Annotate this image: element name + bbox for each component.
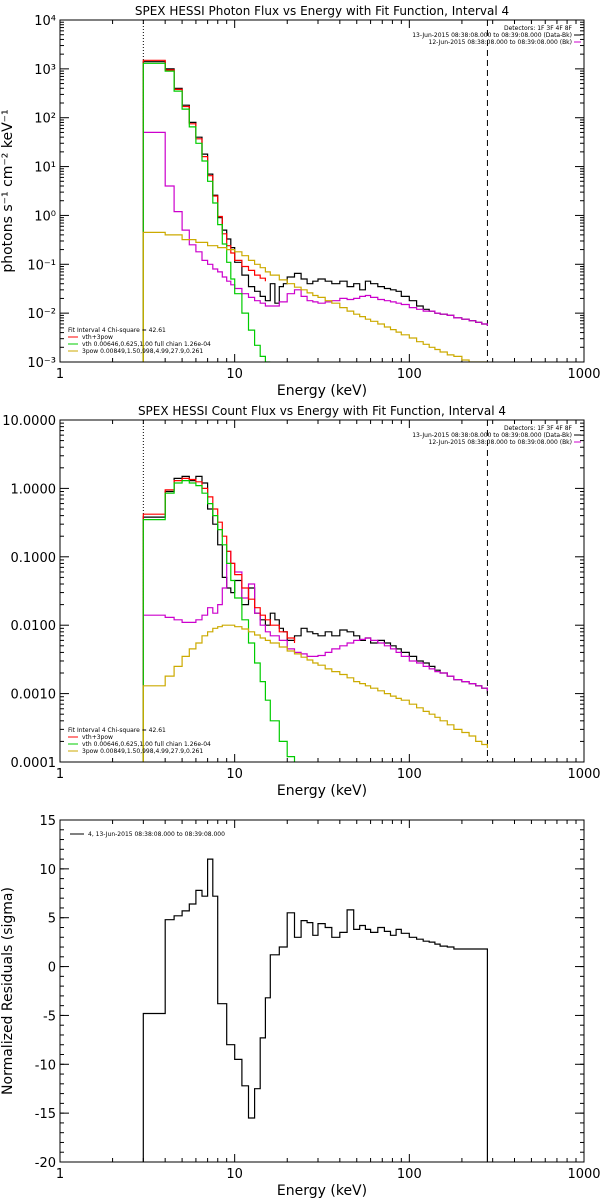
info-line: Detectors: 1F 3F 4F 8F [504, 425, 573, 432]
y-axis-label: photons s⁻¹ cm⁻² keV⁻¹ [0, 109, 16, 272]
chart-title: SPEX HESSI Count Flux vs Energy with Fit… [138, 404, 506, 418]
series-line [142, 231, 488, 362]
x-axis-label: Energy (keV) [277, 383, 367, 399]
legend-entry: 3pow 0.00849,1.50,998,4.99,27.9,0.261 [82, 748, 203, 755]
series-line [142, 475, 488, 762]
legend-entry: 4, 13-Jun-2015 08:38:08.000 to 08:39:08.… [88, 831, 225, 838]
y-tick-label: 10¹ [34, 161, 56, 176]
chart-panel-1: SPEX HESSI Photon Flux vs Energy with Fi… [0, 4, 600, 399]
y-tick-label: 10³ [34, 63, 56, 78]
y-tick-label: 10 [39, 863, 56, 878]
series-line [142, 624, 488, 762]
x-axis-label: Energy (keV) [277, 1183, 367, 1199]
info-line: 12-Jun-2015 08:38:08.000 to 08:39:08.000… [429, 39, 572, 46]
series-line [142, 62, 271, 362]
y-tick-label: 1.0000 [11, 482, 57, 497]
y-tick-label: 0.1000 [11, 551, 57, 566]
chart-panel-3: 1 10 100 1000 -20 -15 -10 -5 0 5 10 15 Energy (keV) N… [0, 814, 600, 1199]
x-tick-label: 1000 [567, 767, 600, 782]
series-group [142, 475, 488, 762]
x-tick-label: 100 [397, 1167, 422, 1182]
x-tick-label: 10 [226, 367, 243, 382]
info-line: 12-Jun-2015 08:38:08.000 to 08:39:08.000… [429, 439, 572, 446]
x-tick-label: 10 [226, 1167, 243, 1182]
info-line: 13-Jun-2015 08:38:08.000 to 08:39:08.000… [412, 432, 572, 439]
series-line [142, 59, 266, 362]
x-tick-label: 10 [226, 767, 243, 782]
y-tick-label: 10.0000 [2, 414, 56, 429]
x-tick-label: 100 [397, 367, 422, 382]
y-tick-label: 10⁻³ [27, 356, 56, 371]
plot-frame [59, 19, 585, 363]
series-line [142, 550, 488, 762]
y-tick-label: 10⁻¹ [27, 258, 56, 273]
x-tick-label: 1 [56, 367, 64, 382]
legend-entry: vth 0.00646,0.625,1.00 full chian 1.26e-… [82, 341, 211, 348]
y-tick-label: 10⁴ [34, 14, 56, 29]
series-line [142, 858, 488, 1162]
legend-entry: Fit Interval 4 Chi-square = 42.61 [68, 727, 166, 734]
legend-entry: 3pow 0.00849,1.50,998,4.99,27.9,0.261 [82, 348, 203, 355]
y-tick-label: 10² [34, 112, 56, 127]
x-tick-label: 1000 [567, 1167, 600, 1182]
series-line [142, 480, 296, 762]
legend-entry: vth+3pow [82, 334, 113, 341]
x-axis-label: Energy (keV) [277, 783, 367, 799]
series-line [142, 477, 296, 762]
y-tick-label: -15 [35, 1107, 56, 1122]
x-tick-label: 1 [56, 1167, 64, 1182]
x-tick-label: 1000 [567, 367, 600, 382]
chart-panel-2: SPEX HESSI Count Flux vs Energy with Fit… [2, 404, 600, 799]
y-tick-label: 5 [48, 912, 56, 927]
y-axis-label: Normalized Residuals (sigma) [0, 887, 16, 1095]
info-line: Detectors: 1F 3F 4F 8F [504, 25, 573, 32]
series-group [142, 59, 488, 362]
info-line: 13-Jun-2015 08:38:08.000 to 08:39:08.000… [412, 32, 572, 39]
legend-entry: vth+3pow [82, 734, 113, 741]
y-tick-label: 0.0001 [11, 756, 57, 771]
y-tick-label: 0.0010 [11, 688, 57, 703]
legend-entry: Fit Interval 4 Chi-square = 42.61 [68, 327, 166, 334]
x-tick-label: 1 [56, 767, 64, 782]
plot-frame [59, 819, 585, 1163]
chart-title: SPEX HESSI Photon Flux vs Energy with Fi… [135, 4, 509, 18]
x-tick-label: 100 [397, 767, 422, 782]
y-tick-label: 0 [48, 961, 56, 976]
y-tick-label: -10 [35, 1058, 56, 1073]
legend-entry: vth 0.00646,0.625,1.00 full chian 1.26e-… [82, 741, 211, 748]
plot-frame [59, 419, 585, 763]
y-tick-label: -5 [43, 1009, 56, 1024]
y-tick-label: 15 [39, 814, 56, 829]
y-tick-label: 10⁰ [34, 209, 56, 224]
y-tick-label: 10⁻² [27, 307, 56, 322]
series-group [142, 858, 488, 1162]
series-line [142, 61, 488, 362]
series-line [142, 131, 488, 362]
y-tick-label: 0.0100 [11, 619, 57, 634]
y-tick-label: -20 [35, 1156, 56, 1171]
